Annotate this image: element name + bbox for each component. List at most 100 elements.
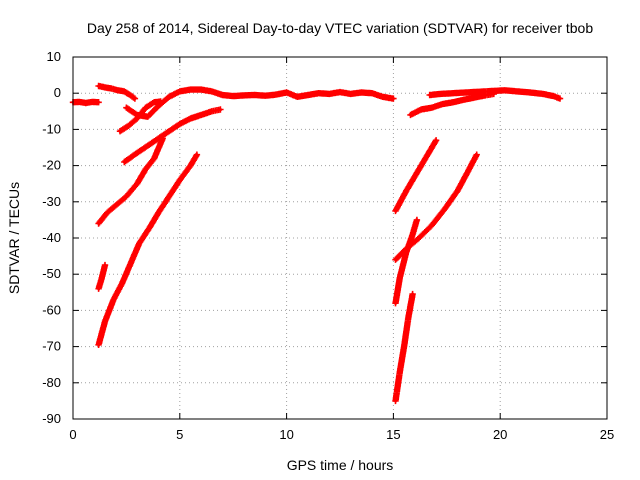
data-point: [411, 292, 415, 296]
data-point: [114, 203, 118, 207]
data-point: [253, 93, 257, 97]
data-point: [105, 211, 109, 215]
data-point: [129, 261, 133, 265]
x-tick-label: 20: [493, 427, 507, 442]
data-point: [402, 345, 406, 349]
data-point: [398, 276, 402, 280]
series-pass-2: [95, 82, 139, 102]
data-point: [97, 222, 101, 225]
data-point: [409, 113, 412, 117]
data-point: [109, 87, 113, 90]
data-point: [100, 276, 104, 280]
data-point: [210, 89, 214, 93]
data-point: [127, 124, 130, 128]
data-point: [144, 167, 148, 171]
data-point: [430, 106, 434, 110]
data-point: [415, 218, 419, 222]
y-tick-label: -50: [42, 266, 61, 281]
y-axis-label: SDTVAR / TECUs: [6, 182, 22, 294]
data-point: [137, 241, 141, 245]
data-point: [477, 90, 481, 94]
data-point: [178, 89, 182, 93]
y-tick-label: -60: [42, 302, 61, 317]
data-point: [426, 153, 430, 157]
data-point: [122, 160, 126, 164]
data-point: [475, 153, 479, 157]
data-point: [133, 97, 137, 101]
series-pass-4: [116, 98, 164, 135]
data-point: [483, 93, 487, 97]
data-point: [189, 88, 192, 92]
data-point: [161, 136, 165, 140]
data-point: [541, 92, 545, 96]
data-point: [199, 113, 203, 117]
data-point: [404, 251, 408, 254]
data-point: [221, 93, 224, 97]
data-point: [503, 88, 506, 92]
data-point: [135, 182, 139, 186]
data-point: [152, 100, 156, 104]
data-point: [394, 399, 397, 403]
series-pass-5: [121, 106, 224, 166]
y-tick-label: 0: [54, 85, 61, 100]
data-point: [122, 89, 126, 93]
data-point: [394, 258, 397, 262]
data-point: [156, 211, 160, 215]
data-point: [167, 129, 171, 133]
data-point: [167, 194, 171, 198]
data-point: [195, 153, 199, 157]
data-point: [135, 151, 139, 155]
data-point: [118, 129, 122, 133]
data-point: [406, 316, 410, 320]
x-tick-label: 15: [386, 427, 400, 442]
data-point: [394, 301, 397, 305]
data-point: [417, 236, 421, 240]
data-point: [124, 194, 128, 198]
series-pass-1: [69, 98, 102, 107]
series-markers: [116, 98, 164, 135]
axis-ticks: 0 5 10 15 20 25 10 0 -10 -20 -30 -40 -50 -60 -70 -80 -90: [42, 49, 614, 442]
data-point: [124, 106, 128, 110]
data-point: [419, 108, 423, 111]
data-point: [295, 95, 299, 99]
data-point: [473, 96, 477, 99]
data-point: [129, 93, 133, 97]
y-tick-label: -70: [42, 339, 61, 354]
data-point: [327, 92, 331, 96]
y-tick-label: 10: [47, 49, 61, 64]
data-point: [490, 89, 494, 93]
data-point: [146, 144, 150, 148]
data-point: [349, 92, 353, 96]
data-point: [210, 109, 214, 113]
data-point: [466, 169, 470, 173]
series-pass-7: [95, 261, 109, 292]
x-tick-label: 10: [279, 427, 293, 442]
data-point: [381, 95, 385, 99]
data-point: [112, 298, 116, 301]
data-point: [515, 89, 519, 93]
data-point: [159, 100, 163, 103]
series-pass-3: [123, 86, 397, 120]
data-point: [218, 108, 222, 111]
x-tick-label: 25: [600, 427, 614, 442]
data-point: [415, 171, 419, 175]
data-point: [242, 93, 246, 97]
data-point: [116, 88, 120, 92]
data-point: [411, 232, 415, 236]
data-point: [156, 104, 160, 108]
series-markers: [123, 86, 397, 120]
data-point: [398, 370, 402, 374]
series-pass-8: [95, 151, 201, 348]
data-point: [404, 189, 408, 193]
y-tick-label: -30: [42, 194, 61, 209]
series-pass-12: [392, 290, 416, 405]
data-point: [359, 91, 363, 94]
data-point: [528, 91, 532, 94]
y-tick-label: -80: [42, 375, 61, 390]
data-point: [120, 281, 124, 285]
data-point: [306, 93, 310, 97]
data-point: [338, 90, 342, 94]
data-point: [97, 84, 101, 88]
data-point: [430, 223, 434, 227]
